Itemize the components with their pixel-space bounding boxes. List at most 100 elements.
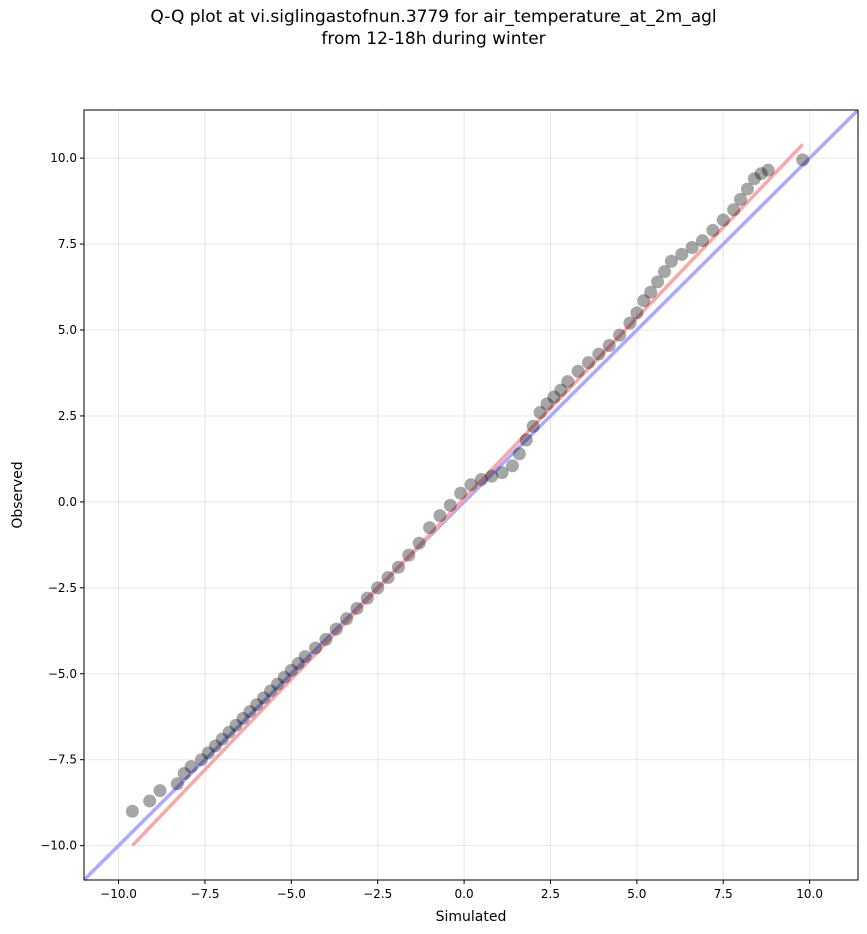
quantile-point <box>250 698 264 712</box>
y-axis-label: Observed <box>10 461 26 528</box>
quantile-point <box>664 254 678 268</box>
reference-lines <box>84 110 858 880</box>
quantile-point <box>727 203 741 217</box>
quantile-point <box>464 478 478 492</box>
x-tick-label: 7.5 <box>714 887 733 901</box>
quantile-point <box>734 192 748 206</box>
chart-title: Q-Q plot at vi.siglingastofnun.3779 for … <box>0 6 867 50</box>
quantile-point <box>298 650 312 664</box>
x-tick-label: −5.0 <box>277 887 306 901</box>
quantile-point <box>623 316 637 330</box>
quantile-point <box>433 509 447 523</box>
quantile-point <box>243 705 257 719</box>
quantile-point <box>651 275 665 289</box>
quantile-point <box>533 406 547 419</box>
quantile-point <box>613 328 627 342</box>
quantile-point <box>658 265 671 279</box>
fit-line <box>131 143 804 847</box>
y-tick-label: 5.0 <box>58 323 77 337</box>
x-tick-label: −2.5 <box>363 887 392 901</box>
quantile-point <box>291 656 305 670</box>
axis-ticks: −10.0 −7.5 −5.0 −2.5 0.0 2.5 5.0 7.5 10.0 −10.0 −7… <box>40 151 823 901</box>
quantile-point <box>561 375 575 389</box>
quantile-point <box>201 746 215 760</box>
chart-title-line-2: from 12-18h during winter <box>321 29 546 49</box>
quantile-point <box>412 536 426 550</box>
quantile-point <box>754 167 768 181</box>
quantile-point <box>215 732 229 746</box>
x-tick-label: 0.0 <box>455 887 474 901</box>
x-axis-label: Simulated <box>436 909 507 925</box>
quantile-point <box>540 397 554 411</box>
quantile-point <box>485 469 499 483</box>
quantile-point <box>194 753 208 767</box>
quantile-point <box>423 521 437 535</box>
quantile-point <box>277 670 291 684</box>
quantile-point <box>309 641 323 655</box>
quantile-point <box>184 760 198 774</box>
quantile-point <box>581 356 595 370</box>
quantile-point <box>360 591 374 605</box>
quantile-point <box>512 447 526 461</box>
quantile-point <box>371 581 385 595</box>
x-tick-label: −7.5 <box>190 887 219 901</box>
y-tick-label: −10.0 <box>40 839 77 853</box>
y-tick-label: 10.0 <box>50 151 77 165</box>
quantile-point <box>547 390 561 404</box>
quantile-point <box>143 794 157 808</box>
quantile-point <box>391 560 405 574</box>
quantile-point <box>761 163 775 177</box>
x-tick-label: 2.5 <box>541 887 560 901</box>
quantile-point <box>630 306 644 320</box>
y-tick-label: −7.5 <box>48 753 77 767</box>
quantile-point <box>637 294 651 308</box>
quantile-point <box>571 364 585 378</box>
quantile-point <box>675 247 689 261</box>
quantile-point <box>125 804 139 818</box>
quantile-point <box>170 777 184 791</box>
one-to-one-line <box>84 110 858 880</box>
quantile-point <box>519 433 533 447</box>
quantile-point <box>796 153 810 167</box>
chart-title-line-1: Q-Q plot at vi.siglingastofnun.3779 for … <box>150 7 717 27</box>
quantile-point <box>716 213 730 227</box>
y-tick-label: 0.0 <box>58 495 77 509</box>
quantile-point <box>443 498 457 512</box>
x-tick-label: −10.0 <box>100 887 137 901</box>
quantile-point <box>505 459 519 473</box>
quantile-point <box>696 234 710 248</box>
quantile-points <box>125 153 810 818</box>
quantile-point <box>319 632 333 646</box>
quantile-point <box>208 739 222 753</box>
quantile-point <box>284 663 298 677</box>
quantile-point <box>177 766 191 780</box>
quantile-point <box>236 711 250 725</box>
quantile-point <box>554 383 568 397</box>
quantile-point <box>402 548 416 562</box>
quantile-point <box>329 622 343 636</box>
quantile-point <box>350 601 364 615</box>
quantile-point <box>340 612 354 626</box>
quantile-point <box>454 486 468 500</box>
x-tick-label: 5.0 <box>627 887 646 901</box>
quantile-point <box>685 241 699 254</box>
y-tick-label: 7.5 <box>58 237 77 251</box>
quantile-point <box>526 419 540 433</box>
quantile-point <box>747 172 761 186</box>
quantile-point <box>257 691 271 705</box>
quantile-point <box>264 684 278 698</box>
x-tick-label: 10.0 <box>796 887 823 901</box>
quantile-point <box>495 466 509 480</box>
y-tick-label: −5.0 <box>48 667 77 681</box>
plot-frame <box>83 109 859 881</box>
quantile-point <box>602 338 616 352</box>
y-tick-label: −2.5 <box>48 581 77 595</box>
quantile-point <box>271 677 284 691</box>
quantile-point <box>474 473 488 487</box>
quantile-point <box>592 347 606 361</box>
y-tick-label: 2.5 <box>58 409 77 423</box>
quantile-point <box>381 571 395 584</box>
quantile-point <box>153 784 167 798</box>
quantile-point <box>222 725 236 739</box>
